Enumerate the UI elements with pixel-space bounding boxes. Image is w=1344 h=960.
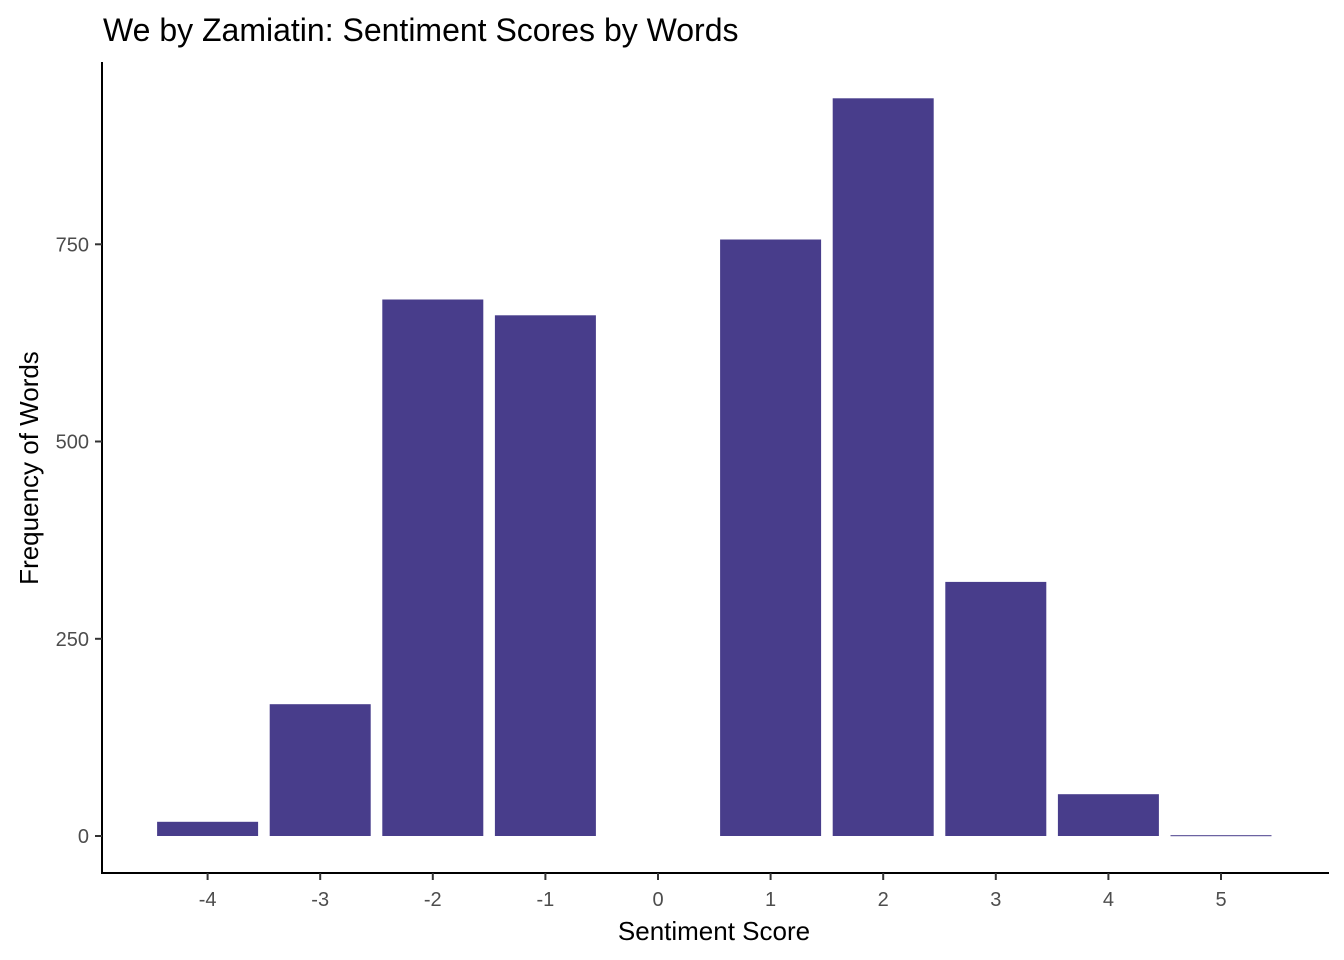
bar-score-2 — [832, 98, 934, 837]
y-ticks-group: 0 250 500 750 — [56, 234, 102, 848]
y-axis-title: Frequency of Words — [14, 351, 44, 585]
y-tick-label: 750 — [56, 234, 89, 256]
x-tick-label: 3 — [990, 889, 1001, 911]
x-tick-label: 0 — [652, 889, 663, 911]
x-tick-label: 1 — [765, 889, 776, 911]
bar-score-3 — [945, 581, 1047, 836]
x-tick-label: 5 — [1215, 889, 1226, 911]
x-tick-label: -2 — [424, 889, 442, 911]
chart-title: We by Zamiatin: Sentiment Scores by Word… — [103, 12, 739, 48]
x-tick-label: 4 — [1103, 889, 1114, 911]
bar-score-neg1 — [494, 315, 596, 836]
bar-score-5 — [1170, 835, 1272, 837]
bars-group — [157, 98, 1272, 837]
bar-score-4 — [1057, 794, 1159, 836]
x-ticks-group: -4 -3 -2 -1 0 1 2 3 4 5 — [199, 873, 1227, 911]
x-tick-label: -1 — [537, 889, 555, 911]
bar-score-1 — [720, 239, 822, 836]
x-tick-label: 2 — [878, 889, 889, 911]
x-tick-label: -4 — [199, 889, 217, 911]
bar-score-neg2 — [382, 299, 484, 836]
bar-score-neg4 — [157, 821, 259, 836]
x-axis-title: Sentiment Score — [618, 916, 810, 946]
x-tick-label: -3 — [311, 889, 329, 911]
y-tick-label: 500 — [56, 432, 89, 454]
y-tick-label: 0 — [78, 826, 89, 848]
bar-score-neg3 — [269, 704, 371, 836]
y-tick-label: 250 — [56, 629, 89, 651]
